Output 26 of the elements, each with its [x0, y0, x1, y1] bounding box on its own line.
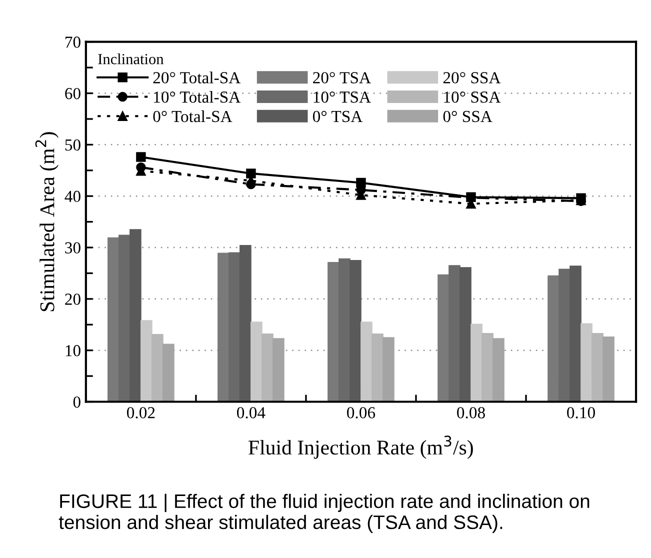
y-tick-label: 60: [65, 88, 80, 100]
x-tick-label: 0.08: [457, 407, 485, 418]
legend-label: 10° Total-SA: [154, 91, 241, 103]
y-tick-label: 50: [65, 139, 80, 151]
x-axis-title: Fluid Injection Rate (m$^{3}$/s): [248, 436, 473, 459]
y-tick-label: 70: [66, 36, 80, 48]
legend-label: 20° Total-SA: [153, 72, 241, 84]
x-tick-label: 0.06: [347, 407, 376, 418]
legend-label: 0° Total-SA: [153, 110, 232, 122]
legend-label: 0° SSA: [443, 110, 492, 122]
caption: FIGURE 11 | Effect of the fluid injection rate and inclination on tension and shear stimulated areas (TSA and SSA).: [58, 494, 590, 533]
y-tick-label: 0: [73, 396, 80, 408]
y-tick-label: 40: [64, 190, 80, 202]
y-tick-label: 10: [66, 345, 80, 356]
legend-label: 20° SSA: [443, 72, 501, 84]
y-axis-title: Stimulated Area (m$^{2}$): [35, 132, 59, 312]
legend-label: 20° TSA: [313, 72, 371, 84]
y-tick-label: 20: [65, 294, 80, 305]
x-tick-label: 0.02: [126, 407, 155, 418]
legend-title: Inclination: [98, 54, 164, 64]
legend-label: 10° TSA: [314, 92, 371, 103]
x-tick-label: 0.04: [237, 407, 266, 418]
y-tick-label: 30: [65, 242, 80, 254]
legend-label: 10° SSA: [444, 92, 501, 103]
legend-label: 0° TSA: [312, 110, 363, 122]
x-tick-label: 0.10: [567, 407, 595, 418]
